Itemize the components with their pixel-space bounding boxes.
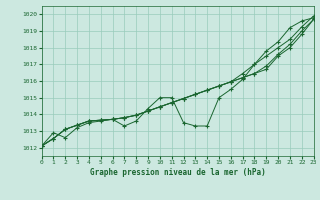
X-axis label: Graphe pression niveau de la mer (hPa): Graphe pression niveau de la mer (hPa) [90, 168, 266, 177]
